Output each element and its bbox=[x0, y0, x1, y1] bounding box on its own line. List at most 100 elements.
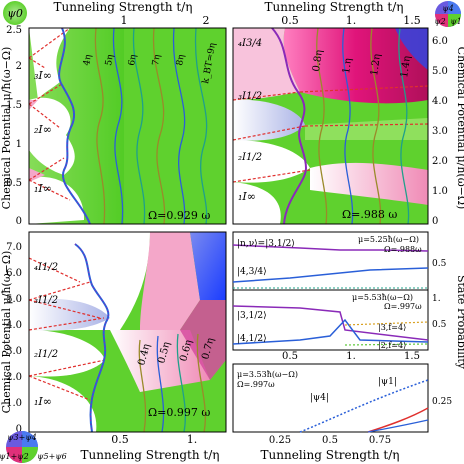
psi56-label: ψ5+ψ6 bbox=[37, 452, 66, 461]
label-4-3-4: ₄I3/4 bbox=[238, 38, 262, 49]
y-tick: 1.0 bbox=[432, 186, 448, 197]
x-tick: 1 bbox=[121, 14, 128, 27]
legend-bottom-left: ψ3+ψ4 ψ1+ψ2 ψ5+ψ6 bbox=[0, 431, 67, 463]
state-label-3-1-2: |n,ν⟩=|3,1/2⟩ bbox=[237, 239, 295, 249]
psi1-sector bbox=[448, 14, 461, 27]
mu-label: μ=3.53ħ(ω−Ω) bbox=[237, 370, 298, 379]
psi2-label: ψ2 bbox=[434, 17, 445, 26]
label-8eta: 8η bbox=[175, 54, 187, 67]
panel-e-frame bbox=[232, 289, 429, 351]
panel-f: μ=3.53ħ(ω−Ω) Ω=.997ω |ψ4| |ψ1| 0.25 0.25… bbox=[232, 363, 452, 462]
temperature-contours bbox=[138, 333, 206, 433]
y-tick: 2 bbox=[16, 61, 22, 72]
x-tick: 2 bbox=[203, 14, 210, 27]
y-tick: 4.0 bbox=[432, 96, 448, 107]
zone-4-3-4 bbox=[283, 28, 428, 104]
lobe-2-1-2 bbox=[233, 140, 310, 183]
panel-c-frame bbox=[28, 231, 227, 433]
lobe-1-inf bbox=[29, 176, 85, 224]
state-4-3-4-curve bbox=[232, 267, 429, 283]
state-4-1-2-curve bbox=[232, 318, 429, 345]
top-x-axis-title: Tunneling Strength t/η bbox=[265, 0, 404, 14]
mu-label: μ=5.53ħ(ω−Ω) bbox=[352, 293, 413, 302]
x-tick: 1.5 bbox=[404, 351, 420, 362]
y-tick: 0 bbox=[432, 216, 438, 227]
purple-boundary bbox=[271, 27, 308, 225]
lobe-2-1-2 bbox=[29, 330, 105, 377]
y-tick: 3.0 bbox=[6, 346, 22, 357]
omega-label: Ω=.988ω bbox=[384, 245, 422, 254]
y-axis-title-bottom-left: Chemical Potential μ/ħ(ω−Ω) bbox=[0, 251, 13, 414]
pink-lower bbox=[310, 162, 428, 205]
state-label-4-3-4: |4,3/4⟩ bbox=[237, 267, 267, 277]
top-x-axis-title: Tunneling Strength t/η bbox=[54, 0, 193, 14]
bottom-x-axis-title: Tunneling Strength t/η bbox=[261, 448, 400, 462]
omega-label: Ω=.988 ω bbox=[342, 208, 397, 221]
y-tick: 2.5 bbox=[6, 25, 22, 36]
psi0-glow bbox=[3, 1, 27, 25]
label-0-4eta: 0.4η bbox=[136, 343, 152, 367]
pink-mid bbox=[110, 330, 210, 392]
label-1eta: 1.η bbox=[341, 57, 354, 74]
y-tick: 1.5 bbox=[6, 100, 22, 111]
label-4eta: 4η bbox=[82, 54, 94, 67]
panel-b: 0.8η 1.η 1.2η 1.4η ₄I3/4 ₃I1/2 ₂I1/2 ₁I∞… bbox=[232, 0, 448, 227]
label-5eta: 5η bbox=[104, 54, 116, 67]
x-tick: 0.5 bbox=[322, 435, 338, 446]
temperature-contours bbox=[94, 27, 208, 225]
psi1-label: |ψ1| bbox=[378, 377, 397, 387]
label-4-1-2: ₄I1/2 bbox=[34, 262, 58, 273]
label-2-1-2: ₂I1/2 bbox=[238, 152, 262, 163]
y-tick: 7.0 bbox=[6, 242, 22, 253]
bottom-x-axis-title: Tunneling Strength t/η bbox=[81, 448, 220, 462]
label-0-5eta: 0.5η bbox=[156, 341, 172, 365]
psi12-sector bbox=[6, 447, 22, 463]
red-dashed-boundaries bbox=[28, 257, 106, 401]
y-tick: 0 bbox=[16, 216, 22, 227]
state-label-3-1-2: |3,1/2⟩ bbox=[237, 311, 267, 321]
y-tick: 0.5 bbox=[6, 178, 22, 189]
lobe-1-inf-b bbox=[233, 182, 281, 224]
omega-label: Ω=.997ω bbox=[237, 380, 275, 389]
x-tick: 1. bbox=[346, 351, 356, 362]
state-2-f4-curve bbox=[344, 343, 429, 346]
y-tick: 2.0 bbox=[6, 372, 22, 383]
x-tick: 0.5 bbox=[282, 351, 298, 362]
y-tick: 1 bbox=[16, 139, 22, 150]
blue-boundary bbox=[58, 27, 91, 225]
green-band bbox=[305, 118, 428, 140]
y-tick: 5.0 bbox=[6, 294, 22, 305]
label-1-inf: ₁I∞ bbox=[34, 395, 52, 408]
y-tick: 0.5 bbox=[432, 320, 447, 330]
legend-psi0: ψ0 bbox=[3, 1, 27, 25]
state-label-4-1-2: |4,1/2⟩ bbox=[237, 334, 267, 344]
psi2-sector bbox=[435, 14, 448, 27]
x-tick: 0.75 bbox=[369, 435, 391, 446]
psi1-curve bbox=[367, 407, 429, 433]
y-tick: 6.0 bbox=[6, 268, 22, 279]
x-tick: 1. bbox=[346, 14, 357, 27]
label-0-7eta: 0.7η bbox=[200, 337, 216, 361]
label-1-2eta: 1.2η bbox=[369, 53, 383, 76]
lobe-4-1-2 bbox=[29, 259, 90, 290]
psi1-label: ψ1 bbox=[450, 17, 461, 26]
state-3-1-2-curve bbox=[232, 244, 429, 252]
magenta-region bbox=[180, 300, 226, 380]
y-tick: 0 bbox=[16, 424, 22, 435]
panel-b-frame bbox=[232, 27, 429, 225]
label-0-6eta: 0.6η bbox=[178, 339, 194, 363]
omega-label: Ω=0.929 ω bbox=[148, 209, 210, 222]
label-1-inf: ₁I∞ bbox=[238, 190, 256, 203]
x-tick: 0.5 bbox=[281, 14, 299, 27]
psi4-sector bbox=[448, 1, 461, 14]
label-3-1-2: ₃I1/2 bbox=[238, 91, 262, 102]
x-tick: 1. bbox=[187, 433, 198, 446]
panel-d: |n,ν⟩=|3,1/2⟩ |4,3/4⟩ μ=5.25ħ(ω−Ω) Ω=.98… bbox=[232, 231, 447, 291]
y-axis-title-right: Chemical Potential μ/ħ(ω−Ω) bbox=[455, 47, 464, 210]
psi56-sector bbox=[22, 447, 38, 463]
label-1-inf: ₁I∞ bbox=[34, 182, 52, 195]
state-label-2-f4: |2,f=4⟩ bbox=[378, 341, 406, 350]
panel-a-frame bbox=[28, 27, 227, 225]
label-2-1-2: ₂I1/2 bbox=[34, 349, 58, 360]
